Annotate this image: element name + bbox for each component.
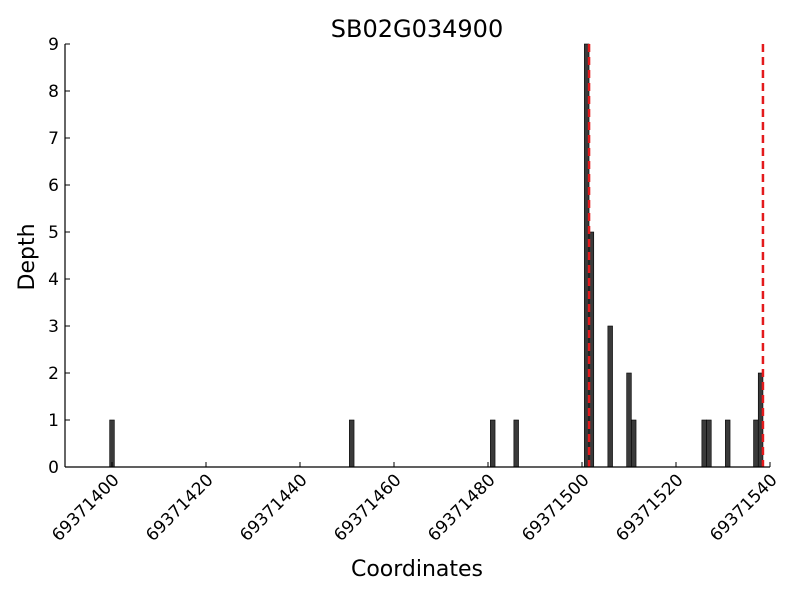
x-tick-label: 69371460	[330, 470, 405, 545]
bar	[109, 419, 115, 468]
x-tick-label: 69371480	[424, 470, 499, 545]
x-tick-label: 69371500	[518, 470, 593, 545]
x-axis-label: Coordinates	[351, 557, 483, 582]
y-tick-label: 8	[48, 82, 59, 102]
y-axis-label: Depth	[15, 223, 40, 290]
bar	[490, 419, 496, 468]
x-tick-label: 69371420	[142, 470, 217, 545]
y-tick-label: 7	[48, 129, 59, 149]
x-tick-label: 69371440	[236, 470, 311, 545]
y-ticks-group: 0 1 2 3 4 5 6 7 8 9	[48, 35, 70, 478]
y-tick-label: 2	[48, 364, 59, 384]
y-tick-label: 4	[48, 270, 59, 290]
y-tick-label: 0	[48, 458, 59, 478]
bar	[626, 372, 632, 468]
axes-group	[64, 44, 770, 468]
bar	[607, 325, 613, 468]
bar	[725, 419, 731, 468]
y-tick-label: 5	[48, 223, 59, 243]
bar	[349, 419, 355, 468]
x-tick-label: 69371540	[706, 470, 781, 545]
bars-group	[109, 43, 764, 468]
y-tick-label: 1	[48, 411, 59, 431]
x-ticks-group: 69371400 69371420 69371440 69371460 69371480…	[48, 462, 782, 546]
x-tick-label: 69371520	[612, 470, 687, 545]
markers-group	[587, 44, 765, 467]
bar	[706, 419, 712, 468]
x-tick-label: 69371400	[48, 470, 123, 545]
bar	[753, 419, 759, 468]
bar	[631, 419, 637, 468]
y-tick-label: 9	[48, 35, 59, 55]
bar	[513, 419, 519, 468]
bar	[701, 419, 707, 468]
chart-title: SB02G034900	[331, 15, 503, 43]
y-tick-label: 6	[48, 176, 59, 196]
y-tick-label: 3	[48, 317, 59, 337]
